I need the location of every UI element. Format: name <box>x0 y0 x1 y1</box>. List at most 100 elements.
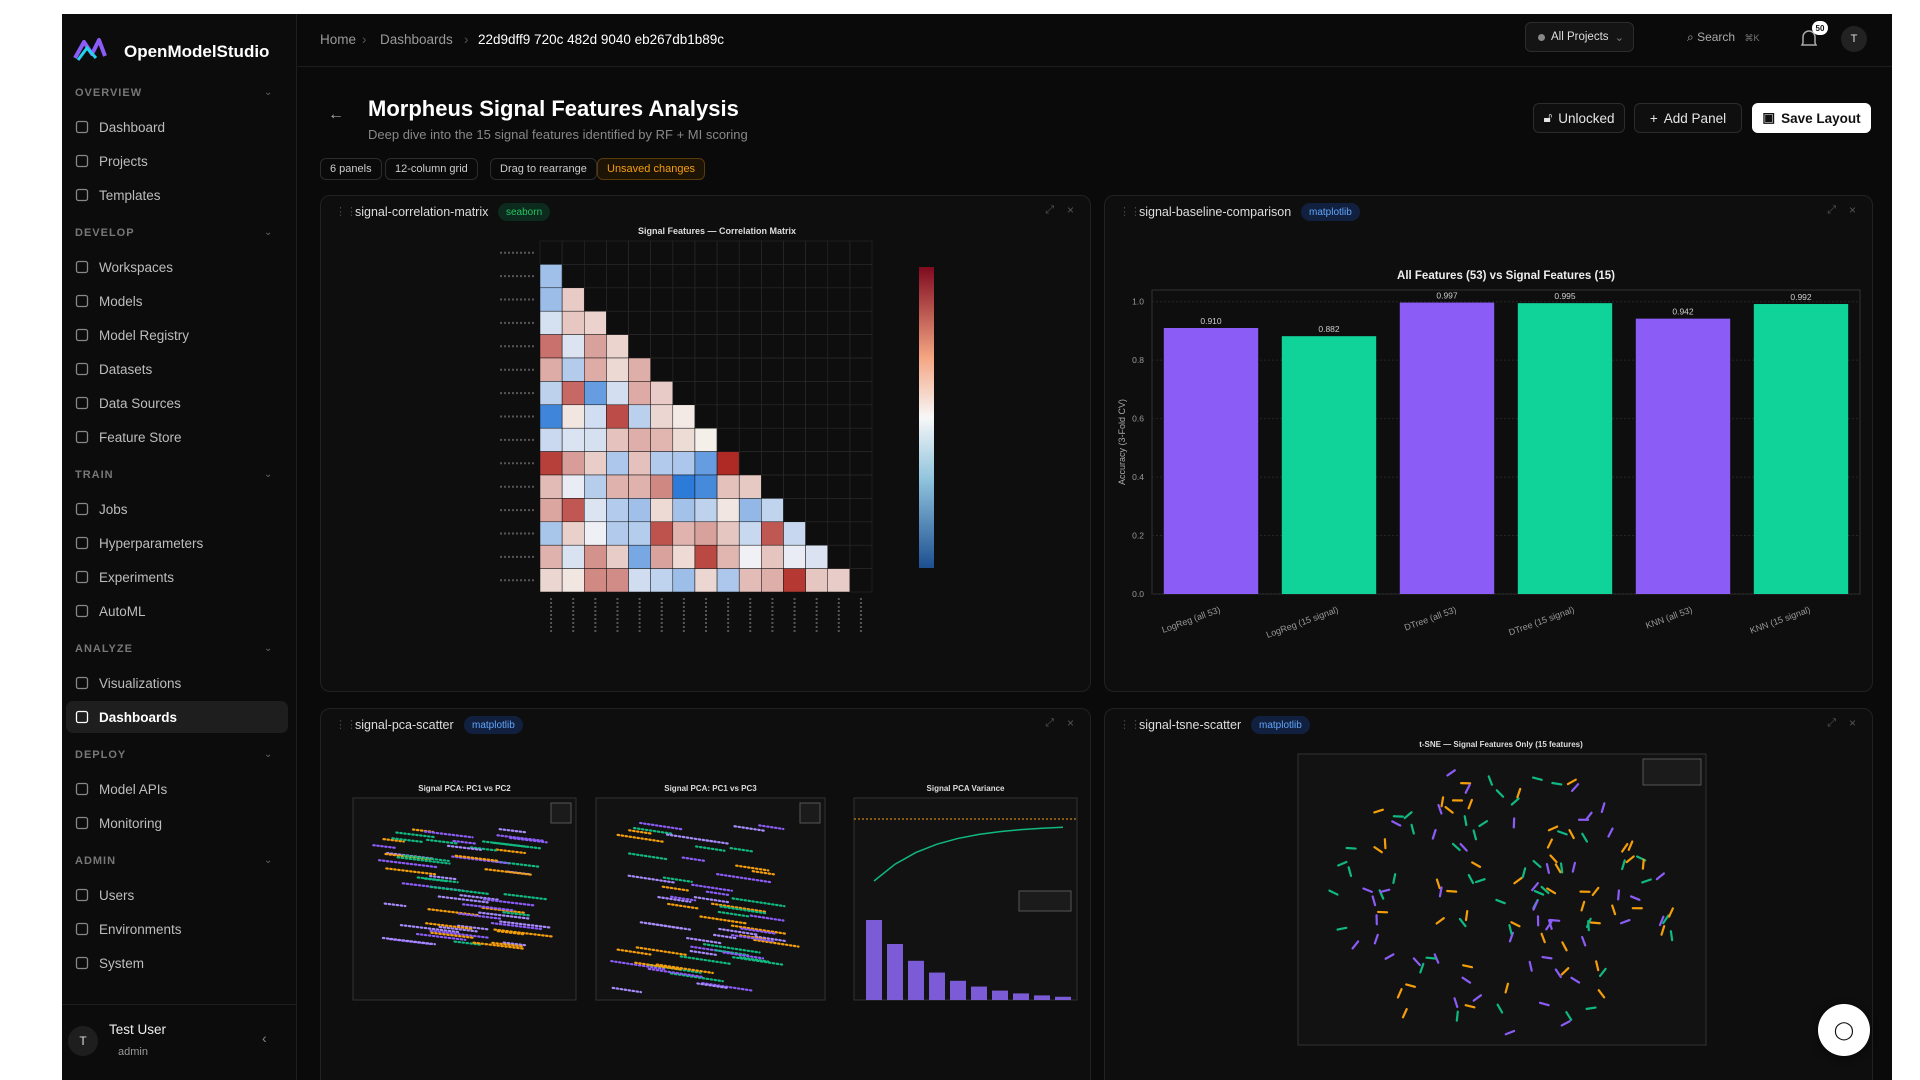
section-toggle[interactable]: ⌄ <box>264 227 273 238</box>
search[interactable]: ⌕ Search ⌘K <box>1687 30 1760 44</box>
save-layout-button[interactable]: ▣ Save Layout <box>1752 103 1871 133</box>
heatmap-cell <box>539 264 563 289</box>
section-toggle[interactable]: ⌄ <box>264 749 273 760</box>
section-toggle[interactable]: ⌄ <box>264 855 273 866</box>
nav-item[interactable]: Models <box>66 285 288 317</box>
panel-tag: matplotlib <box>1301 203 1360 221</box>
nav-item[interactable]: Data Sources <box>66 387 288 419</box>
nav-item[interactable]: Environments <box>66 913 288 945</box>
heatmap-empty <box>849 474 873 499</box>
nav-item[interactable]: Workspaces <box>66 251 288 283</box>
nav-item[interactable]: Projects <box>66 145 288 177</box>
chat-button[interactable]: ◯ <box>1818 1004 1870 1056</box>
x-tick-label: DTree (all 53) <box>1403 604 1458 632</box>
heatmap-cell <box>561 381 585 406</box>
breadcrumb[interactable]: Dashboards <box>380 32 453 47</box>
section-toggle[interactable]: ⌄ <box>264 643 273 654</box>
heatmap-empty <box>716 264 740 289</box>
heatmap-empty <box>827 264 851 289</box>
expand-button[interactable]: ⤢ <box>1045 717 1054 729</box>
nav-item[interactable]: Datasets <box>66 353 288 385</box>
point-cluster <box>1531 882 1539 892</box>
close-button[interactable]: × <box>1066 203 1074 217</box>
cumulative-line <box>873 826 1064 882</box>
heatmap-empty <box>628 310 651 335</box>
drag-handle[interactable]: ⋮⋮ <box>1119 719 1141 731</box>
drag-handle[interactable]: ⋮⋮ <box>1119 206 1141 218</box>
heatmap-empty <box>805 264 829 289</box>
panel[interactable]: ⋮⋮ signal-tsne-scatter matplotlib ⤢ × t-SNE —… <box>1104 708 1873 1080</box>
point-streak <box>717 910 750 918</box>
nav-item[interactable]: Feature Store <box>66 421 288 453</box>
heatmap-cell <box>716 498 740 523</box>
point-cluster <box>1607 827 1614 838</box>
nav-item[interactable]: Users <box>66 879 288 911</box>
panel[interactable]: ⋮⋮ signal-baseline-comparison matplotlib ⤢ ×… <box>1104 195 1873 692</box>
nav-item[interactable]: Jobs <box>66 493 288 525</box>
nav-item[interactable]: Visualizations <box>66 667 288 699</box>
heatmap-cell <box>628 474 651 499</box>
close-button[interactable]: × <box>1848 203 1856 217</box>
close-button[interactable]: × <box>1066 716 1074 730</box>
nav-item[interactable]: Experiments <box>66 561 288 593</box>
point-cluster <box>1532 900 1539 911</box>
point-cluster <box>1425 956 1437 960</box>
panel[interactable]: ⋮⋮ signal-pca-scatter matplotlib ⤢ × Signal P… <box>320 708 1091 1080</box>
point-cluster <box>1453 997 1459 1009</box>
point-cluster <box>1660 925 1666 936</box>
point-cluster <box>1438 886 1443 898</box>
notifications-icon[interactable] <box>1799 28 1819 50</box>
section-toggle[interactable]: ⌄ <box>264 87 273 98</box>
nav-item[interactable]: AutoML <box>66 595 288 627</box>
expand-button[interactable]: ⤢ <box>1827 717 1836 729</box>
point-streak <box>382 837 405 843</box>
back-button[interactable]: ← <box>328 106 344 123</box>
heatmap-empty <box>738 334 762 359</box>
heatmap-cell <box>584 381 607 406</box>
point-streak <box>395 831 437 839</box>
point-streak <box>416 876 459 884</box>
point-cluster <box>1554 863 1562 874</box>
avatar[interactable]: T <box>1841 26 1867 52</box>
heatmap-empty <box>849 240 873 265</box>
point-cluster <box>1371 895 1377 907</box>
nav-item[interactable]: System <box>66 947 288 979</box>
heatmap-cell <box>783 568 806 593</box>
heatmap-cell <box>672 451 696 476</box>
expand-button[interactable]: ⤢ <box>1827 204 1836 216</box>
heatmap-empty <box>827 240 851 265</box>
point-cluster <box>1662 914 1670 925</box>
expand-button[interactable]: ⤢ <box>1045 204 1054 216</box>
nav-item[interactable]: Hyperparameters <box>66 527 288 559</box>
nav-item[interactable]: Model Registry <box>66 319 288 351</box>
lock-button[interactable]: 🔓︎ Unlocked <box>1533 103 1625 133</box>
heatmap-cell <box>606 334 629 359</box>
nav-item[interactable]: Dashboards <box>66 701 288 733</box>
button-label: Unlocked <box>1558 110 1615 126</box>
icon: ▣ <box>1762 110 1776 125</box>
heatmap-cell <box>628 404 651 429</box>
drag-handle[interactable]: ⋮⋮ <box>335 719 357 731</box>
collapse-button[interactable]: ‹ <box>262 1030 267 1046</box>
nav-item[interactable]: Model APIs <box>66 773 288 805</box>
project-selector[interactable]: All Projects ⌄ <box>1525 22 1634 52</box>
nav-item[interactable]: Monitoring <box>66 807 288 839</box>
nav-item[interactable]: Dashboard <box>66 111 288 143</box>
breadcrumb[interactable]: Home <box>320 32 357 47</box>
point-streak <box>493 928 556 938</box>
heatmap-cell <box>561 334 585 359</box>
close-button[interactable]: × <box>1848 716 1856 730</box>
heatmap-empty <box>783 334 806 359</box>
icon-shape <box>75 710 89 724</box>
nav-item[interactable]: Templates <box>66 179 288 211</box>
plot: Signal Features — Correlation Matrix <box>500 226 934 632</box>
add-panel-button[interactable]: + Add Panel <box>1634 103 1742 133</box>
drag-handle[interactable]: ⋮⋮ <box>335 206 357 218</box>
point-cluster <box>1547 825 1559 832</box>
user-avatar[interactable]: T <box>68 1026 98 1056</box>
legend <box>1018 890 1072 912</box>
heatmap-cell <box>561 521 585 546</box>
section-toggle[interactable]: ⌄ <box>264 469 273 480</box>
panel[interactable]: ⋮⋮ signal-correlation-matrix seaborn ⤢ × Sign… <box>320 195 1091 692</box>
point-cluster <box>1461 976 1472 984</box>
